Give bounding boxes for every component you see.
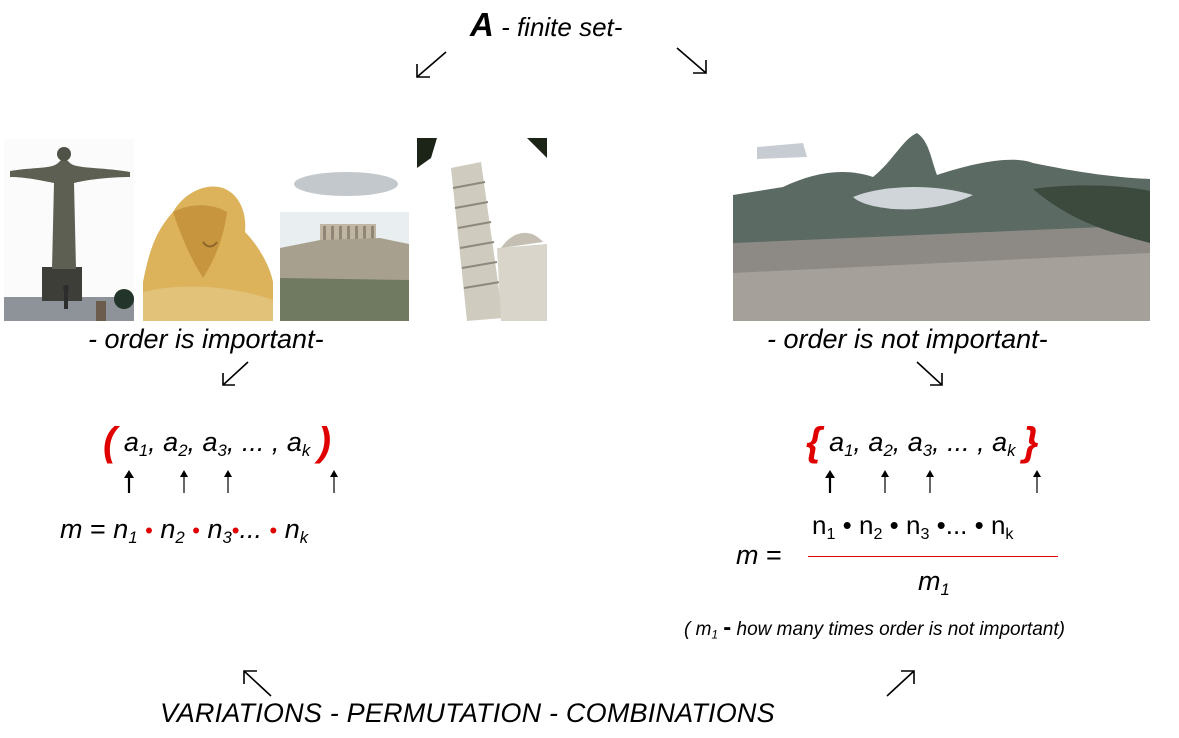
set-letter: A (470, 6, 494, 43)
arrow-up-icon (222, 470, 234, 494)
rio-panorama-photo (733, 133, 1150, 321)
arrow-up-icon (123, 470, 135, 494)
tuple-close-paren: ) (317, 420, 332, 464)
unordered-set: { a1, a2, a3, ... , ak } (806, 420, 1039, 464)
acropolis-photo (280, 168, 409, 321)
arrow-up-left-icon (241, 668, 273, 698)
arrow-down-right-icon (675, 46, 709, 76)
fraction-numerator: n1 • n2 • n3 •... • nk (812, 510, 1014, 543)
tuple-open-paren: ( (103, 420, 117, 464)
arrow-up-icon (328, 470, 340, 494)
variations-formula: m = n1 • n2 • n3•... • nk (60, 514, 309, 548)
fraction-bar (808, 556, 1058, 557)
arrow-down-left-icon (414, 50, 448, 80)
pisa-tower-photo (417, 138, 547, 321)
sphinx-photo (143, 182, 273, 321)
arrow-down-left-icon (220, 360, 250, 388)
arrow-up-icon (178, 470, 190, 494)
arrow-up-right-icon (885, 668, 917, 698)
set-open-brace: { (806, 420, 822, 464)
arrow-up-icon (824, 470, 836, 494)
diagram-title: A - finite set- (470, 6, 622, 44)
arrow-down-right-icon (915, 360, 945, 388)
order-not-important-label: - order is not important- (767, 324, 1048, 354)
combinations-formula-lhs: m = (736, 540, 782, 570)
arrow-up-icon (1031, 470, 1043, 494)
m1-explanation-note: ( m1 - how many times order is not impor… (684, 614, 1065, 642)
christ-redeemer-photo (4, 139, 134, 321)
arrow-up-icon (924, 470, 936, 494)
fraction-denominator: m1 (918, 566, 950, 600)
note-text: how many times order is not important) (736, 619, 1065, 640)
order-important-label: - order is important- (88, 324, 324, 354)
ordered-tuple: ( a1, a2, a3, ... , ak ) (103, 420, 332, 464)
set-description: - finite set- (493, 12, 623, 42)
arrow-up-icon (879, 470, 891, 494)
bottom-topics: VARIATIONS - PERMUTATION - COMBINATIONS (160, 698, 775, 728)
set-close-brace: } (1023, 420, 1039, 464)
